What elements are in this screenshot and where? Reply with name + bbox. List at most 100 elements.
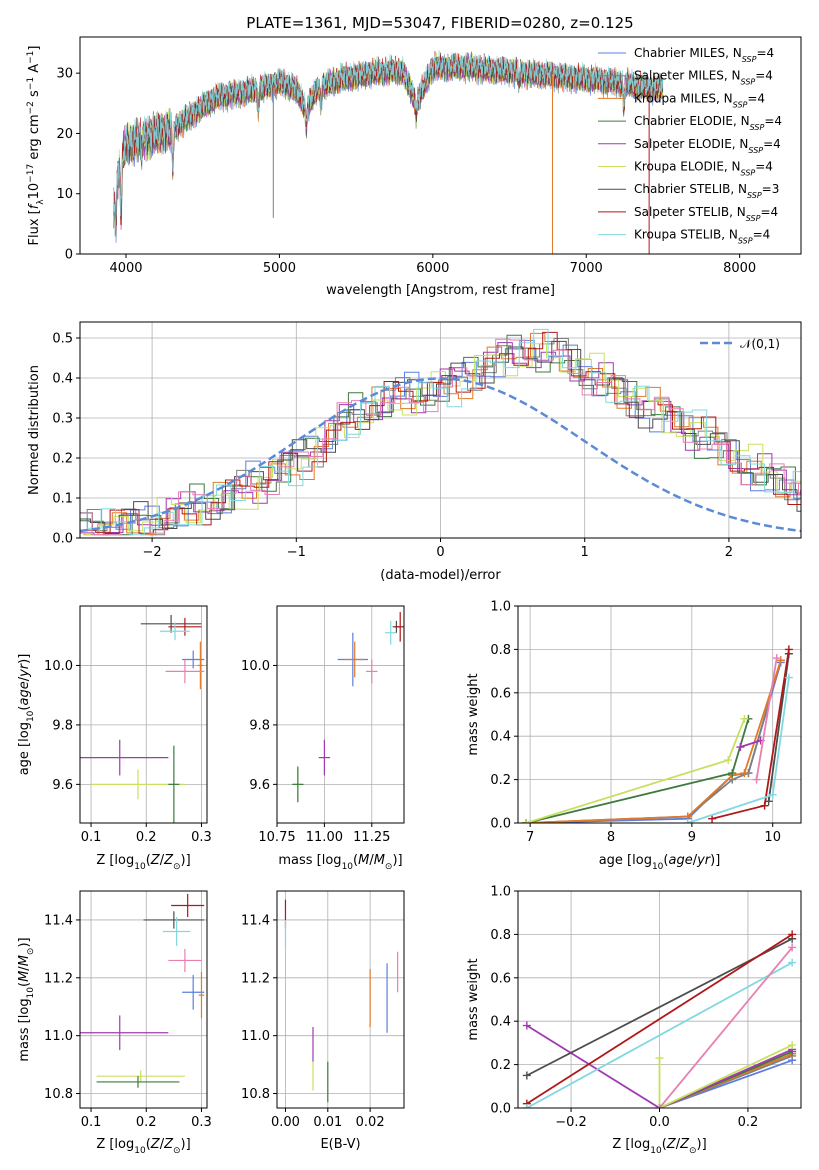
y-tick-label: 9.6 [249, 778, 270, 793]
x-axis-label: Z [log10(Z/Z⊙)] [96, 853, 190, 872]
series-pink [752, 654, 781, 784]
x-axis-label: E(B-V) [320, 1137, 360, 1152]
y-axis-label: age [log10(age/yr)] [17, 654, 36, 776]
axes-frame [517, 605, 802, 824]
mass-ebv-panel: 0.00 0.01 0.02 10.8 11.0 11.2 11.4 E(B-V) [241, 890, 405, 1152]
y-tick-label: 0.2 [490, 773, 511, 788]
x-axis-label: wavelength [Angstrom, rest frame] [326, 283, 555, 298]
x-tick-label: 0.3 [191, 1115, 212, 1130]
series-marker [522, 1021, 531, 1030]
age-z-panel: 0.1 0.2 0.3 9.6 9.8 10.0 Z [log10(Z/Z⊙)] age [l… [17, 605, 212, 872]
y-tick-label: 0.4 [490, 730, 511, 745]
plot-area [80, 328, 801, 536]
y-tick-label: 0.1 [52, 492, 73, 507]
x-tick-label: 0.1 [81, 830, 102, 845]
series-marker [724, 756, 733, 765]
axes-frame [79, 36, 802, 255]
plot-area [292, 611, 404, 803]
x-tick-label: −1 [287, 545, 306, 560]
x-tick-label: 7 [526, 830, 534, 845]
weight-age-panel: 7 8 9 10 0.0 0.2 0.4 0.6 0.8 1.0 age [log10(age/yr… [466, 600, 802, 872]
series-marker [772, 654, 781, 663]
y-tick-label: 1.0 [490, 885, 511, 900]
errorbar-salpeter-elodie [80, 1015, 169, 1051]
y-tick-label: 9.8 [249, 718, 270, 733]
errorbar-kroupa-miles [197, 641, 204, 690]
age-mass-panel: 10.75 11.00 11.25 9.6 9.8 10.0 mass [log10(M/M… [241, 605, 405, 872]
x-tick-label: 0.0 [649, 1115, 670, 1130]
errorbar-salpeter-elodie [80, 739, 169, 776]
legend-label: Kroupa ELODIE, NSSP=4 [634, 160, 773, 178]
errorbar-kroupa-stelib [162, 917, 191, 946]
y-axis-label: mass [log10(M/M⊙)] [17, 937, 36, 1061]
y-tick-label: 10.8 [241, 1087, 270, 1102]
x-tick-label: 5000 [263, 261, 296, 276]
y-tick-label: 0.6 [490, 686, 511, 701]
axes-frame [79, 890, 208, 1109]
errorbar-kroupa-stelib [385, 620, 397, 645]
errorbar-salpeter-elodie [318, 739, 331, 776]
y-tick-label: 0.4 [52, 372, 73, 387]
y-tick-label: 30 [56, 67, 73, 82]
series-pink [655, 943, 797, 1108]
series-marker [522, 1071, 531, 1080]
legend-label: Chabrier ELODIE, NSSP=4 [634, 114, 782, 132]
x-tick-label: 0 [436, 545, 444, 560]
legend-label: Kroupa MILES, NSSP=4 [634, 91, 765, 109]
y-tick-label: 10.8 [44, 1087, 73, 1102]
plot-area [522, 930, 797, 1108]
histogram-kroupa-stelib [86, 328, 801, 536]
errorbar-chabrier-elodie [292, 766, 304, 803]
series-marker [788, 958, 797, 967]
legend-label: Salpeter MILES, NSSP=4 [634, 69, 773, 87]
plot-area [80, 893, 205, 1088]
y-tick-label: 11.0 [44, 1029, 73, 1044]
series-marker [760, 801, 769, 810]
y-tick-label: 10.0 [241, 659, 270, 674]
plot-area [284, 899, 399, 1103]
y-tick-label: 20 [56, 127, 73, 142]
legend-label: Chabrier MILES, NSSP=4 [634, 46, 774, 64]
series-kroupa-stelib [683, 673, 793, 823]
series-kroupa-stelib [522, 958, 797, 1108]
series-salpeter-stelib [708, 645, 793, 823]
normal-legend-label: 𝒩(0,1) [740, 337, 780, 351]
y-tick-label: 0.0 [490, 817, 511, 832]
series-marker [708, 814, 717, 823]
series-marker [788, 930, 797, 939]
y-tick-label: 0.2 [52, 452, 73, 467]
y-tick-label: 10.0 [44, 659, 73, 674]
y-axis-label: Flux [fλ10−17 erg cm−2 s−1 A−1] [26, 46, 46, 246]
y-tick-label: 0.2 [490, 1058, 511, 1073]
y-tick-label: 11.4 [44, 913, 73, 928]
y-tick-label: 11.2 [44, 971, 73, 986]
y-tick-label: 0.5 [52, 332, 73, 347]
x-axis-label: mass [log10(M/M⊙)] [278, 853, 402, 872]
series-marker [655, 1054, 664, 1063]
y-tick-label: 9.8 [52, 718, 73, 733]
histogram-chabrier-stelib [80, 340, 801, 534]
errorbar-chabrier-elodie [168, 745, 180, 823]
x-tick-label: 10.75 [258, 830, 295, 845]
axes-frame [276, 605, 405, 824]
x-tick-label: 11.25 [353, 830, 390, 845]
series-marker [788, 1041, 797, 1050]
y-tick-label: 1.0 [490, 600, 511, 615]
x-tick-label: 7000 [570, 261, 603, 276]
y-tick-label: 11.0 [241, 1029, 270, 1044]
x-tick-label: 10 [764, 830, 781, 845]
y-axis-label: mass weight [466, 673, 481, 755]
series-marker [784, 673, 793, 682]
legend-label: Kroupa STELIB, NSSP=4 [634, 228, 770, 246]
series-marker [683, 819, 692, 823]
series-marker [522, 819, 531, 823]
spectrum-legend: Chabrier MILES, NSSP=4 Salpeter MILES, NS… [598, 46, 782, 245]
series-marker [736, 743, 745, 752]
x-tick-label: 9 [688, 830, 696, 845]
x-axis-label: (data-model)/error [380, 568, 501, 583]
errorbar-salpeter-stelib [171, 893, 205, 918]
series-marker [655, 1104, 664, 1108]
plot-area [80, 614, 205, 823]
y-tick-label: 11.4 [241, 913, 270, 928]
series-line [740, 739, 761, 748]
